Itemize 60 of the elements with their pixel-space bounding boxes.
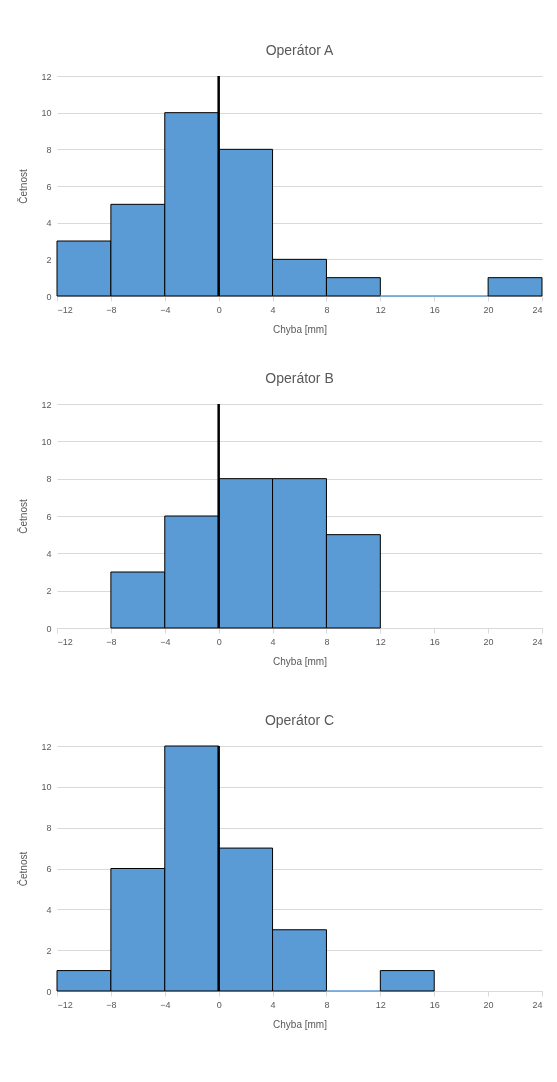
x-tick-label: 16 [429,636,440,647]
y-tick-label: 10 [41,108,52,119]
y-tick-label: 10 [41,436,52,447]
y-tick-label: 0 [46,986,52,997]
x-tick-label: 20 [483,636,494,647]
y-tick-label: 6 [46,181,52,192]
y-tick-label: 12 [41,71,52,82]
x-tick-label: 24 [532,636,543,647]
y-tick-label: 4 [46,218,52,229]
x-axis-title: Chyba [mm] [273,655,328,667]
x-tick-label: 4 [270,304,276,315]
x-tick-label: −12 [57,636,73,647]
y-tick-label: 8 [46,144,52,155]
x-tick-label: 24 [532,304,543,315]
y-tick-label: 0 [46,623,52,634]
x-tick-label: 8 [324,636,330,647]
x-tick-label: 4 [270,999,276,1010]
x-tick-label: 12 [375,999,386,1010]
y-tick-label: 2 [46,945,52,956]
y-tick-label: 12 [41,741,52,752]
y-axis-title: Četnost [17,499,30,534]
x-tick-label: 0 [216,304,222,315]
x-tick-label: −4 [160,636,171,647]
y-tick-label: 6 [46,511,52,522]
x-tick-label: 8 [324,999,330,1010]
y-tick-label: 2 [46,586,52,597]
x-axis-title: Chyba [mm] [273,323,328,335]
y-tick-label: 2 [46,254,52,265]
x-tick-label: 24 [532,999,543,1010]
chart-title: Operátor B [265,370,334,386]
y-tick-label: 0 [46,291,52,302]
x-tick-label: 12 [375,636,386,647]
x-tick-label: 12 [375,304,386,315]
x-tick-label: 4 [270,636,276,647]
y-tick-label: 4 [46,904,52,915]
x-tick-label: −8 [106,636,117,647]
y-tick-label: 6 [46,864,52,874]
x-tick-label: 8 [324,304,330,315]
y-axis-title: Četnost [17,169,30,204]
x-tick-label: 20 [483,999,494,1010]
x-tick-label: 16 [429,304,440,315]
y-axis-title: Četnost [17,851,30,887]
y-tick-label: 4 [46,548,52,559]
x-tick-label: 0 [216,636,222,647]
chart-title: Operátor A [265,42,335,58]
x-tick-label: 0 [216,999,222,1010]
y-tick-label: 8 [46,823,52,834]
chart-title: Operátor C [264,712,335,728]
x-tick-label: −8 [106,999,117,1010]
x-tick-label: −12 [57,999,73,1010]
x-axis-title: Chyba [mm] [273,1018,328,1030]
x-tick-label: −8 [106,304,117,315]
y-tick-label: 10 [41,782,52,793]
x-tick-label: 20 [483,304,494,315]
x-tick-label: −12 [57,304,73,315]
x-tick-label: −4 [160,999,171,1010]
x-tick-label: 16 [429,999,440,1010]
x-tick-label: −4 [160,304,171,315]
y-tick-label: 12 [41,399,52,410]
y-tick-label: 8 [46,474,52,485]
